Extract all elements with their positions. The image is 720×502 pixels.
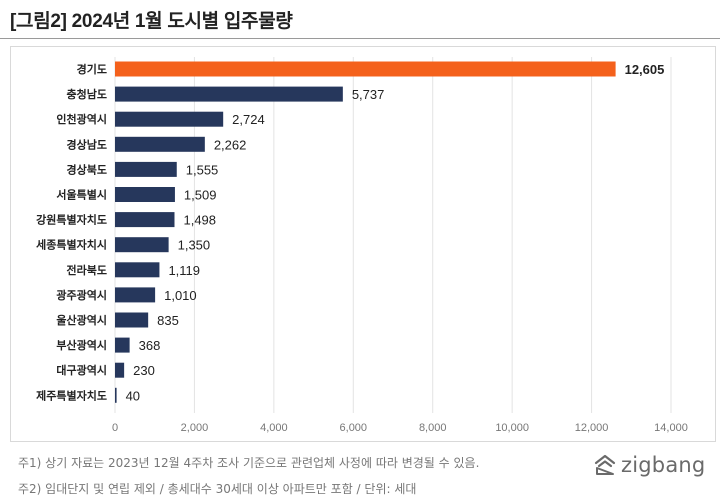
x-tick-label: 10,000 xyxy=(495,422,529,434)
bar xyxy=(115,287,156,303)
footnote-1: 주1) 상기 자료는 2023년 12월 4주차 조사 기준으로 관련업체 사정… xyxy=(18,456,480,470)
bar xyxy=(115,387,117,403)
category-label: 서울특별시 xyxy=(56,188,107,202)
category-label: 경상남도 xyxy=(67,137,107,151)
bar xyxy=(115,362,125,378)
category-label: 전라북도 xyxy=(67,263,107,277)
bar xyxy=(115,312,149,328)
category-label: 인천광역시 xyxy=(56,112,107,126)
bar xyxy=(115,111,224,127)
x-tick-label: 0 xyxy=(112,422,118,434)
value-label: 12,605 xyxy=(625,62,665,77)
zigbang-logo-icon xyxy=(594,454,616,475)
x-tick-label: 6,000 xyxy=(340,422,368,434)
value-label: 2,262 xyxy=(214,137,247,152)
category-label: 경상북도 xyxy=(67,162,107,176)
value-label: 1,509 xyxy=(184,188,217,203)
category-label: 제주특별자치도 xyxy=(36,388,107,402)
category-label: 대구광역시 xyxy=(56,363,107,377)
value-label: 230 xyxy=(133,363,155,378)
category-label: 세종특별자치시 xyxy=(36,238,107,252)
x-tick-label: 4,000 xyxy=(260,422,288,434)
x-tick-label: 12,000 xyxy=(575,422,609,434)
value-label: 1,555 xyxy=(186,162,219,177)
category-label: 충청남도 xyxy=(67,87,107,101)
chart-frame: 0 2,000 4,000 6,000 8,000 10,000 12,000 14,000 경… xyxy=(10,46,716,442)
value-label: 835 xyxy=(157,313,179,328)
x-tick-label: 14,000 xyxy=(654,422,688,434)
bar xyxy=(115,136,205,152)
value-label: 40 xyxy=(126,388,140,403)
category-label: 울산광역시 xyxy=(56,313,107,327)
bar xyxy=(115,161,177,177)
value-label: 1,010 xyxy=(164,288,197,303)
bar xyxy=(115,262,160,278)
footnote-2: 주2) 임대단지 및 연립 제외 / 총세대수 30세대 이상 아파트만 포함 … xyxy=(18,482,417,496)
value-label: 368 xyxy=(139,338,161,353)
x-tick-label: 2,000 xyxy=(181,422,209,434)
bar xyxy=(115,337,130,353)
category-label: 경기도 xyxy=(77,62,107,76)
bar xyxy=(115,86,343,102)
value-label: 1,119 xyxy=(168,263,200,278)
bar xyxy=(115,212,175,228)
value-label: 5,737 xyxy=(352,87,385,102)
brand-logo: zigbang xyxy=(594,452,705,478)
value-label: 1,498 xyxy=(183,213,216,228)
category-label: 부산광역시 xyxy=(56,338,107,352)
title-divider xyxy=(0,38,720,39)
category-label: 광주광역시 xyxy=(56,288,107,302)
value-label: 2,724 xyxy=(232,112,265,127)
bar-chart: 0 2,000 4,000 6,000 8,000 10,000 12,000 14,000 경… xyxy=(36,57,688,434)
x-tick-label: 8,000 xyxy=(419,422,447,434)
brand-name: zigbang xyxy=(621,453,706,477)
bar xyxy=(115,237,169,253)
category-label: 강원특별자치도 xyxy=(36,213,107,227)
value-label: 1,350 xyxy=(178,238,211,253)
bar xyxy=(115,61,616,77)
chart-title: [그림2] 2024년 1월 도시별 입주물량 xyxy=(10,11,293,32)
bar xyxy=(115,187,175,202)
